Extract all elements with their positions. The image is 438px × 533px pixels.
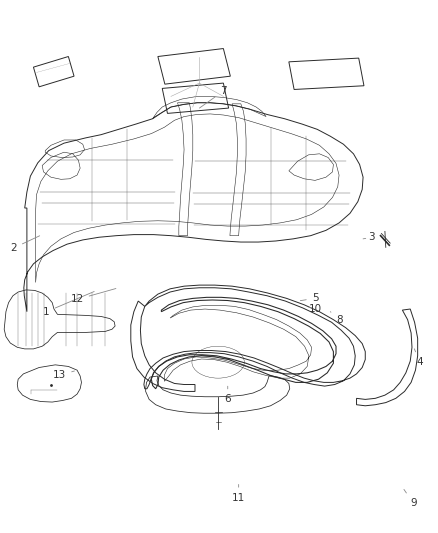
Text: 9: 9 [404,489,417,508]
Text: 3: 3 [363,232,375,243]
Text: 11: 11 [232,484,245,503]
Text: 8: 8 [330,312,343,325]
Text: 12: 12 [71,288,116,304]
Text: 1: 1 [43,292,94,317]
Text: 4: 4 [414,349,423,367]
Text: 5: 5 [300,293,318,303]
Text: 7: 7 [199,86,227,108]
Text: 6: 6 [224,386,231,405]
Text: 10: 10 [308,304,321,314]
Text: 13: 13 [53,370,74,381]
Text: 2: 2 [11,236,40,253]
